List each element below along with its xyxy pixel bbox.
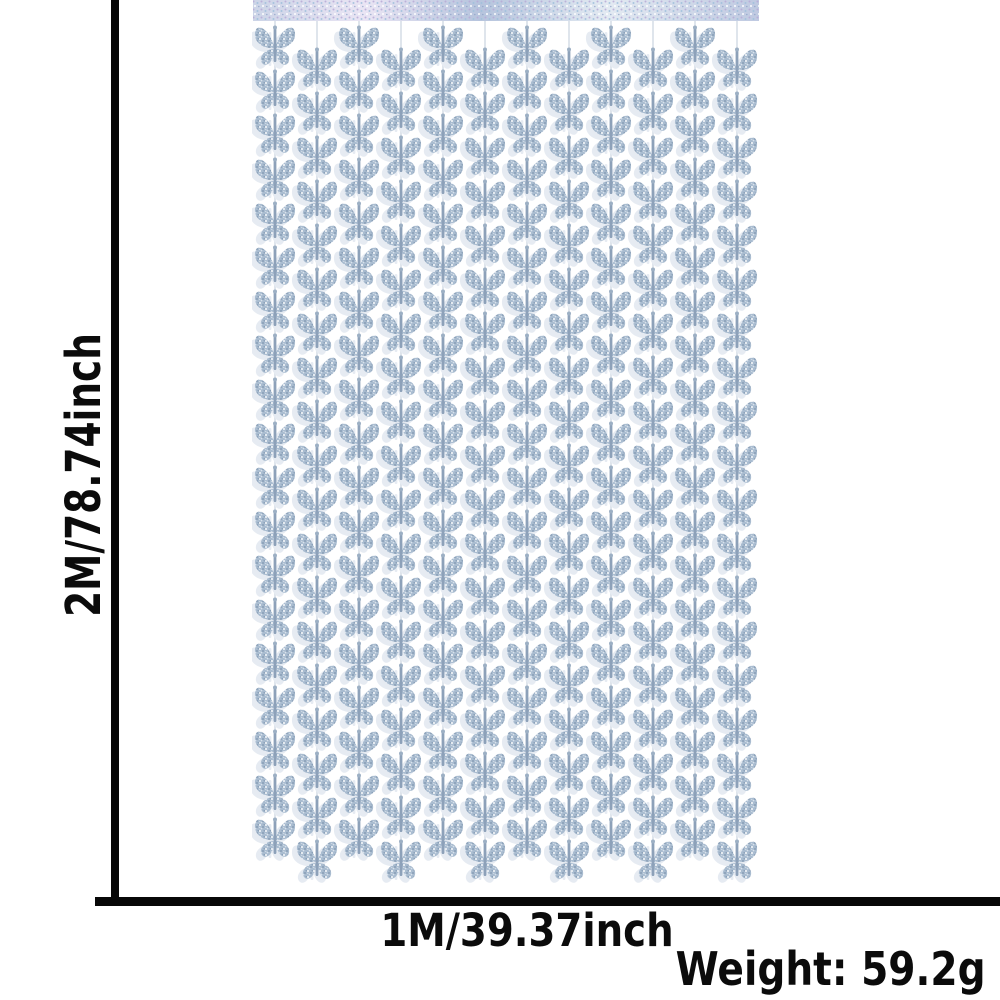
curtain-strands bbox=[252, 15, 758, 883]
vertical-axis-line bbox=[111, 0, 119, 906]
horizontal-axis-line bbox=[95, 897, 1000, 906]
weight-label: Weight: 59.2g bbox=[676, 942, 986, 996]
width-dimension-label: 1M/39.37inch bbox=[380, 904, 674, 957]
curtain-header-band bbox=[253, 0, 759, 21]
height-dimension-label: 2M/78.74inch bbox=[56, 333, 112, 617]
curtain-image bbox=[252, 0, 759, 883]
